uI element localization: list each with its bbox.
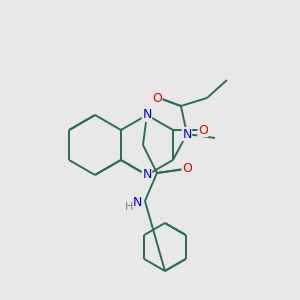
Text: N: N [142,109,152,122]
Text: N: N [142,169,152,182]
Text: H: H [125,202,133,212]
Text: O: O [152,92,162,104]
Text: N: N [132,196,142,208]
Text: O: O [198,124,208,136]
Text: O: O [182,163,192,176]
Text: N: N [182,128,192,140]
